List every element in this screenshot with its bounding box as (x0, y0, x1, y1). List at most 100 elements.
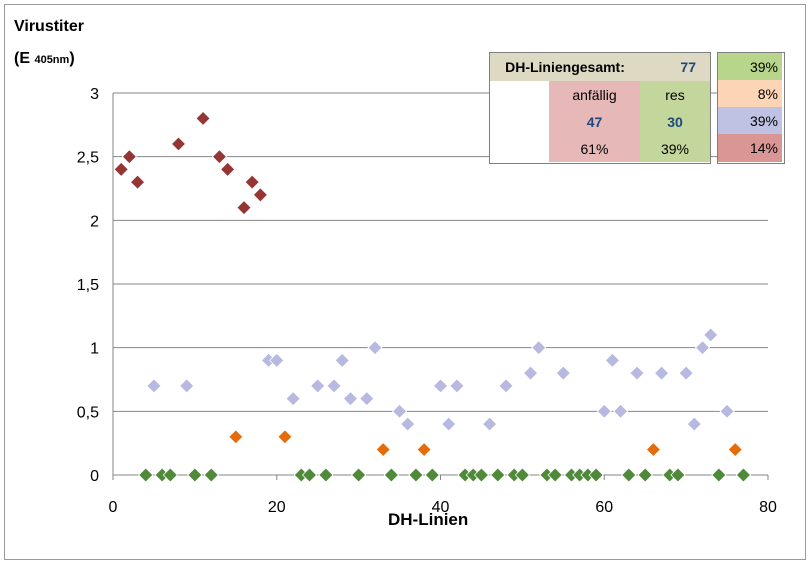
data-point-series-1 (694, 340, 711, 356)
data-point-series-1 (686, 416, 702, 432)
data-point-series-3 (735, 467, 752, 483)
data-point-series-1 (326, 378, 342, 394)
data-point-series-3 (424, 467, 440, 483)
x-tick-label: 60 (595, 499, 613, 516)
data-point-series-0 (211, 149, 228, 165)
data-point-series-1 (719, 403, 735, 419)
y-tick-label: 0,5 (77, 404, 99, 421)
data-point-series-3 (637, 467, 653, 483)
data-point-series-3 (490, 467, 506, 483)
data-point-series-0 (244, 174, 260, 190)
data-point-series-3 (383, 467, 399, 483)
stats-anfaellig-label: anfällig (572, 86, 617, 103)
data-point-series-3 (318, 467, 334, 483)
y-axis-label-line2: (E 405nm) (14, 50, 75, 68)
stats-anfaellig-pct-cell: 61% (549, 135, 640, 162)
data-point-series-3 (162, 467, 178, 483)
stats-header-value-cell: 77 (640, 53, 710, 81)
data-point-series-1 (498, 378, 514, 394)
stats-header-label-cell: DH-Liniengesamt: (490, 53, 640, 81)
data-point-series-1 (449, 378, 465, 394)
stats-res-pct-cell: 39% (640, 135, 710, 162)
data-point-series-1 (596, 403, 612, 419)
data-point-series-2 (277, 429, 293, 445)
data-point-series-1 (310, 378, 326, 394)
data-point-series-1 (604, 352, 621, 368)
stats-res-label: res (665, 86, 685, 103)
data-point-series-1 (629, 365, 645, 381)
y-tick-label: 1 (90, 341, 99, 358)
data-point-series-1 (653, 365, 670, 381)
y-tick-label: 2 (90, 213, 99, 230)
percent-cell-3: 14% (718, 134, 782, 162)
stats-header-value: 77 (680, 59, 696, 75)
data-point-series-1 (285, 391, 301, 407)
data-point-series-2 (645, 441, 661, 458)
data-point-series-1 (531, 340, 547, 356)
stats-res-label-cell: res (640, 81, 710, 108)
data-point-series-3 (203, 467, 219, 483)
data-point-series-1 (678, 365, 694, 381)
stats-res-count: 30 (667, 113, 683, 130)
x-tick-label: 80 (759, 499, 777, 516)
y-axis-label-close: ) (69, 50, 75, 67)
percent-value-2: 39% (749, 112, 778, 129)
percent-cell-2: 39% (718, 107, 782, 134)
data-point-series-1 (482, 416, 498, 432)
data-point-series-1 (146, 378, 162, 394)
stats-header-label: DH-Liniengesamt: (505, 59, 625, 75)
data-point-series-3 (547, 467, 563, 483)
percent-value-0: 39% (749, 58, 778, 75)
data-point-series-3 (514, 467, 530, 483)
data-point-series-1 (359, 391, 375, 407)
data-point-series-3 (588, 467, 604, 483)
data-point-series-3 (711, 467, 727, 483)
y-tick-label: 3 (90, 86, 99, 103)
data-point-series-3 (670, 467, 686, 483)
data-point-series-1 (269, 352, 285, 368)
data-point-series-0 (252, 187, 268, 203)
data-point-series-3 (621, 467, 637, 483)
data-point-series-1 (555, 365, 571, 381)
stats-res-count-cell: 30 (640, 108, 710, 135)
data-point-series-1 (441, 416, 457, 432)
data-point-series-1 (342, 391, 359, 407)
stats-anfaellig-count-cell: 47 (549, 108, 640, 135)
data-point-series-1 (432, 378, 449, 394)
y-axis-label-paren: (E (14, 50, 30, 67)
y-tick-label: 0 (90, 468, 99, 485)
percent-value-3: 14% (749, 140, 778, 156)
data-point-series-0 (195, 110, 211, 127)
data-point-series-2 (727, 441, 743, 458)
data-point-series-1 (703, 327, 719, 343)
data-point-series-0 (236, 200, 252, 216)
percent-cell-0: 39% (718, 53, 782, 80)
data-point-series-2 (228, 429, 244, 445)
data-point-series-0 (113, 161, 129, 177)
stats-anfaellig-pct: 61% (580, 140, 609, 157)
data-point-series-3 (138, 467, 154, 483)
stats-table: DH-Liniengesamt: 77 anfällig res 47 30 6… (489, 52, 711, 164)
data-point-series-1 (367, 340, 383, 356)
data-point-series-0 (129, 174, 146, 190)
data-point-series-0 (220, 161, 236, 177)
x-tick-label: 0 (109, 499, 118, 516)
x-axis-label: DH-Linien (388, 510, 469, 529)
data-point-series-1 (391, 403, 408, 419)
y-axis-label-subscript: 405nm (34, 54, 70, 66)
data-point-series-1 (522, 365, 539, 381)
data-point-series-3 (408, 467, 424, 483)
data-point-series-2 (416, 441, 432, 458)
percent-cell-1: 8% (718, 80, 782, 107)
data-point-series-0 (121, 149, 137, 165)
percent-value-1: 8% (757, 85, 778, 102)
stats-res-pct: 39% (660, 140, 690, 157)
data-point-series-2 (375, 441, 391, 458)
stats-anfaellig-label-cell: anfällig (549, 81, 640, 108)
data-point-series-1 (400, 416, 416, 432)
y-tick-label: 2,5 (77, 150, 99, 167)
data-point-series-3 (473, 467, 490, 483)
data-point-series-1 (613, 403, 629, 419)
data-point-series-3 (351, 467, 367, 483)
